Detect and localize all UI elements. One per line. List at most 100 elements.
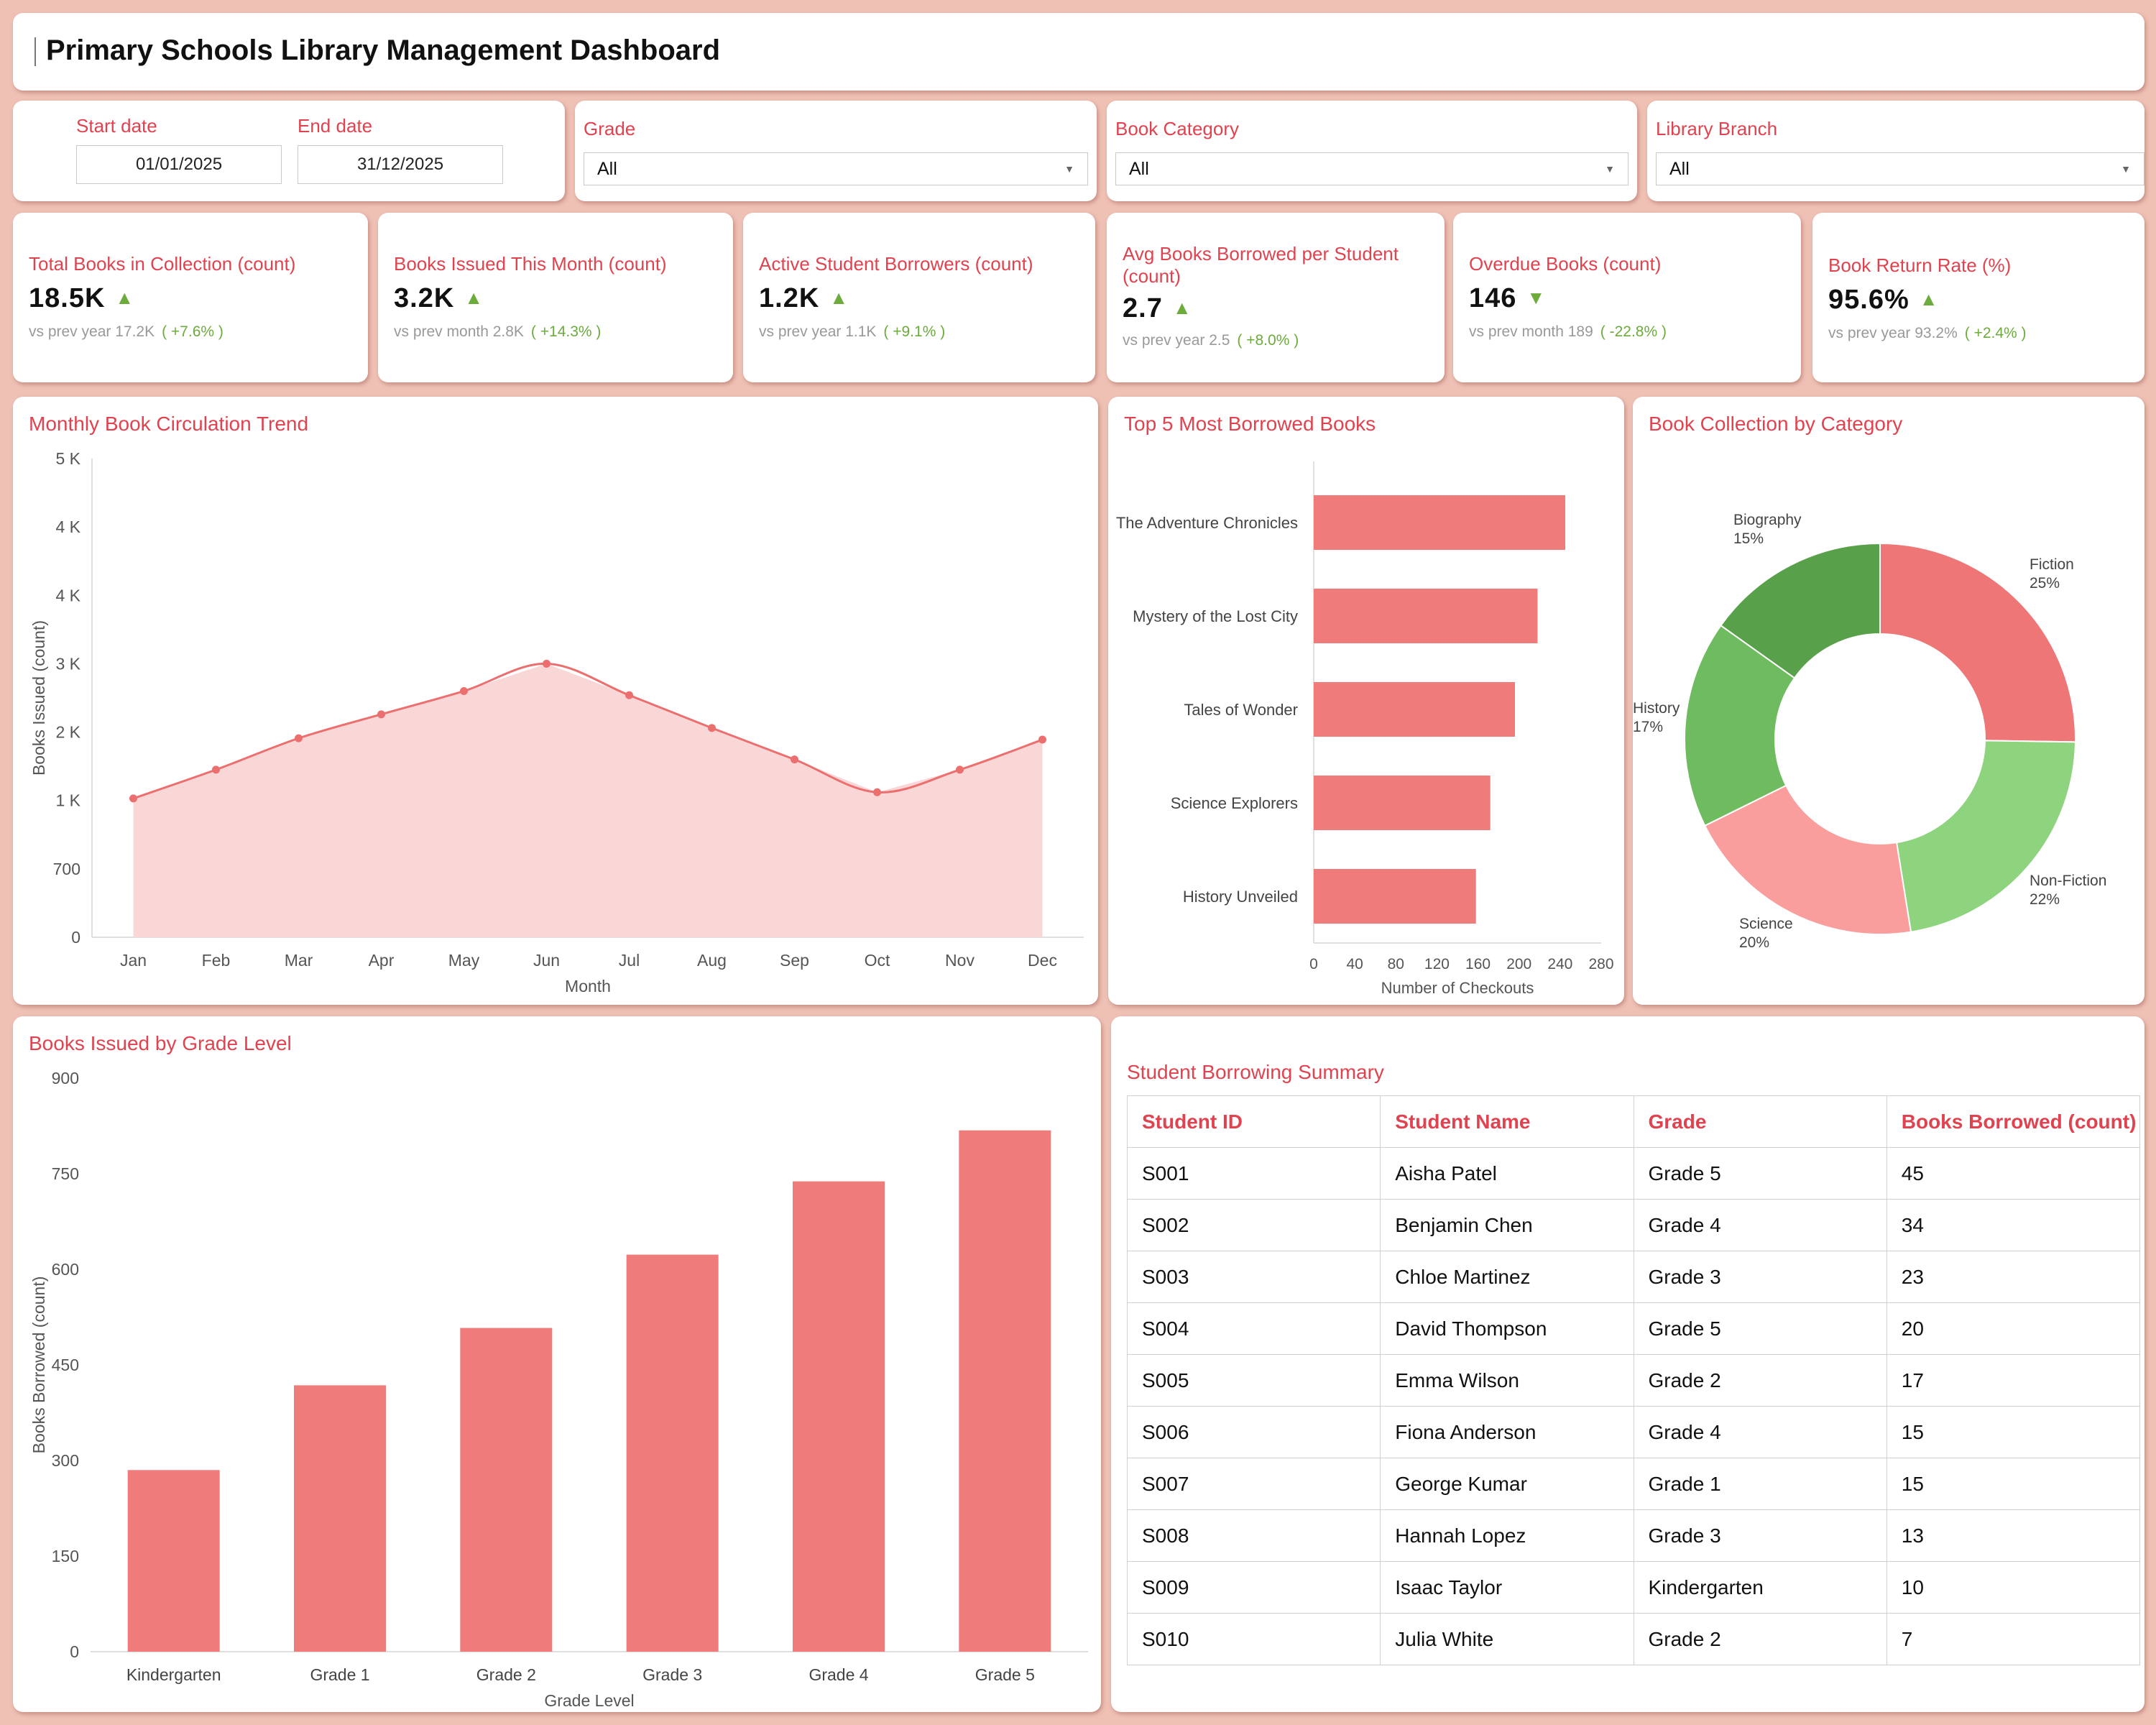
chevron-down-icon: ▼ <box>1064 163 1074 175</box>
table-row[interactable]: S002 Benjamin Chen Grade 4 34 <box>1126 1199 2141 1251</box>
column-header[interactable]: Grade <box>1633 1095 1887 1148</box>
x-tick-label: Sep <box>780 951 809 970</box>
x-tick-label: Apr <box>369 951 395 970</box>
table-cell: Fiona Anderson <box>1380 1406 1634 1458</box>
dashboard-header: Primary Schools Library Management Dashb… <box>13 13 2145 91</box>
table-cell: 23 <box>1886 1251 2141 1303</box>
x-tick-label: Grade 4 <box>808 1665 868 1684</box>
table-row[interactable]: S005 Emma Wilson Grade 2 17 <box>1126 1354 2141 1407</box>
header-divider <box>34 37 36 66</box>
x-tick-label: Grade 3 <box>642 1665 702 1684</box>
kpi-card-total-books[interactable]: Total Books in Collection (count) 18.5K ▲… <box>13 213 368 382</box>
table-cell: Chloe Martinez <box>1380 1251 1634 1303</box>
book-category-filter: Book Category All ▼ <box>1107 101 1637 201</box>
kpi-card-avg-books-per-student[interactable]: Avg Books Borrowed per Student (count) 2… <box>1107 213 1445 382</box>
data-point-feb <box>212 765 220 774</box>
page-title: Primary Schools Library Management Dashb… <box>46 34 721 66</box>
table-row[interactable]: S006 Fiona Anderson Grade 4 15 <box>1126 1406 2141 1458</box>
kpi-value: 1.2K ▲ <box>759 283 849 313</box>
panel-title: Top 5 Most Borrowed Books <box>1124 413 1376 435</box>
y-tick-label: 300 <box>52 1451 79 1470</box>
table-cell: 34 <box>1886 1199 2141 1251</box>
y-category-label: The Adventure Chronicles <box>1116 514 1298 532</box>
book-category-value: All <box>1129 159 1149 179</box>
table-row[interactable]: S007 George Kumar Grade 1 15 <box>1126 1458 2141 1510</box>
x-tick-label: 280 <box>1588 956 1613 972</box>
y-tick-label: 3 K <box>55 654 80 673</box>
table-row[interactable]: S008 Hannah Lopez Grade 3 13 <box>1126 1509 2141 1562</box>
x-tick-label: May <box>448 951 480 970</box>
table-cell: S003 <box>1126 1251 1381 1303</box>
grade-filter-label: Grade <box>584 118 636 139</box>
bar-grade-3 <box>626 1254 719 1652</box>
y-category-label: Mystery of the Lost City <box>1133 607 1298 625</box>
kpi-card-books-issued[interactable]: Books Issued This Month (count) 3.2K ▲ vs… <box>378 213 733 382</box>
column-header[interactable]: Books Borrowed (count) <box>1886 1095 2141 1148</box>
table-header-row: Student ID Student Name Grade Books Borr… <box>1126 1095 2141 1148</box>
table-cell: 7 <box>1886 1613 2141 1665</box>
kpi-card-active-borrowers[interactable]: Active Student Borrowers (count) 1.2K ▲ v… <box>743 213 1095 382</box>
start-date-label: Start date <box>76 115 157 137</box>
kpi-title: Books Issued This Month (count) <box>394 253 667 275</box>
date-range-filter: Start date 01/01/2025 End date 31/12/202… <box>13 101 565 201</box>
data-point-may <box>460 686 468 695</box>
kpi-card-return-rate[interactable]: Book Return Rate (%) 95.6% ▲ vs prev year… <box>1812 213 2145 382</box>
x-tick-label: Nov <box>945 951 975 970</box>
collection-category-panel: Book Collection by Category Fiction 25% No… <box>1633 397 2145 1005</box>
table-cell: Aisha Patel <box>1380 1147 1634 1200</box>
kpi-comparison: vs prev year 1.1K( +9.1% ) <box>759 323 946 340</box>
y-axis-label: Books Issued (count) <box>29 620 48 776</box>
panel-title: Books Issued by Grade Level <box>29 1032 292 1054</box>
x-tick-label: Aug <box>697 951 727 970</box>
panel-title: Student Borrowing Summary <box>1127 1061 1384 1083</box>
book-category-select[interactable]: All ▼ <box>1115 152 1628 185</box>
table-row[interactable]: S009 Isaac Taylor Kindergarten 10 <box>1126 1561 2141 1614</box>
table-cell: Grade 3 <box>1633 1251 1887 1303</box>
y-category-label: History Unveiled <box>1183 888 1298 906</box>
library-branch-select[interactable]: All ▼ <box>1656 152 2145 185</box>
start-date-input[interactable]: 01/01/2025 <box>76 145 282 184</box>
kpi-title: Total Books in Collection (count) <box>29 253 296 275</box>
x-axis-label: Grade Level <box>544 1691 634 1710</box>
column-header[interactable]: Student Name <box>1380 1095 1634 1148</box>
table-cell: Kindergarten <box>1633 1561 1887 1614</box>
grade-level-chart: 0 150 300 450 600 750 900 Kindergarten Grade 1 Gr… <box>29 1069 1088 1710</box>
kpi-card-overdue-books[interactable]: Overdue Books (count) 146 ▼ vs prev month… <box>1453 213 1801 382</box>
x-tick-label: 40 <box>1346 956 1363 972</box>
table-cell: 13 <box>1886 1509 2141 1562</box>
x-tick-label: Dec <box>1028 951 1057 970</box>
y-tick-label: 600 <box>52 1260 79 1279</box>
table-row[interactable]: S001 Aisha Patel Grade 5 45 <box>1126 1147 2141 1200</box>
x-tick-label: 160 <box>1465 956 1491 972</box>
kpi-value: 2.7 ▲ <box>1123 293 1192 323</box>
table-row[interactable]: S003 Chloe Martinez Grade 3 23 <box>1126 1251 2141 1303</box>
column-header[interactable]: Student ID <box>1126 1095 1381 1148</box>
table-cell: S001 <box>1126 1147 1381 1200</box>
table-cell: Isaac Taylor <box>1380 1561 1634 1614</box>
table-cell: Julia White <box>1380 1613 1634 1665</box>
table-cell: S006 <box>1126 1406 1381 1458</box>
kpi-comparison: vs prev year 93.2%( +2.4% ) <box>1828 325 2027 341</box>
bar-1 <box>1314 589 1538 643</box>
circulation-area <box>133 663 1043 937</box>
table-row[interactable]: S004 David Thompson Grade 5 20 <box>1126 1302 2141 1355</box>
table-cell: Hannah Lopez <box>1380 1509 1634 1562</box>
table-cell: David Thompson <box>1380 1302 1634 1355</box>
bar-4 <box>1314 869 1476 924</box>
trend-down-icon: ▼ <box>1526 287 1547 308</box>
end-date-input[interactable]: 31/12/2025 <box>298 145 503 184</box>
grade-select[interactable]: All ▼ <box>584 152 1088 185</box>
trend-up-icon: ▲ <box>829 287 849 308</box>
x-tick-label: 80 <box>1388 956 1404 972</box>
monthly-circulation-panel: Monthly Book Circulation Trend 0 700 1 K 2 … <box>13 397 1098 1005</box>
slice-fiction <box>1879 542 2076 743</box>
table-cell: Grade 5 <box>1633 1147 1887 1200</box>
table-cell: George Kumar <box>1380 1458 1634 1510</box>
bar-grade-1 <box>294 1385 386 1652</box>
trend-up-icon: ▲ <box>1919 288 1939 310</box>
y-axis-label: Books Borrowed (count) <box>29 1276 48 1454</box>
y-tick-label: 900 <box>52 1069 79 1087</box>
x-tick-label: Jan <box>120 951 147 970</box>
y-tick-label: 0 <box>70 1642 79 1661</box>
